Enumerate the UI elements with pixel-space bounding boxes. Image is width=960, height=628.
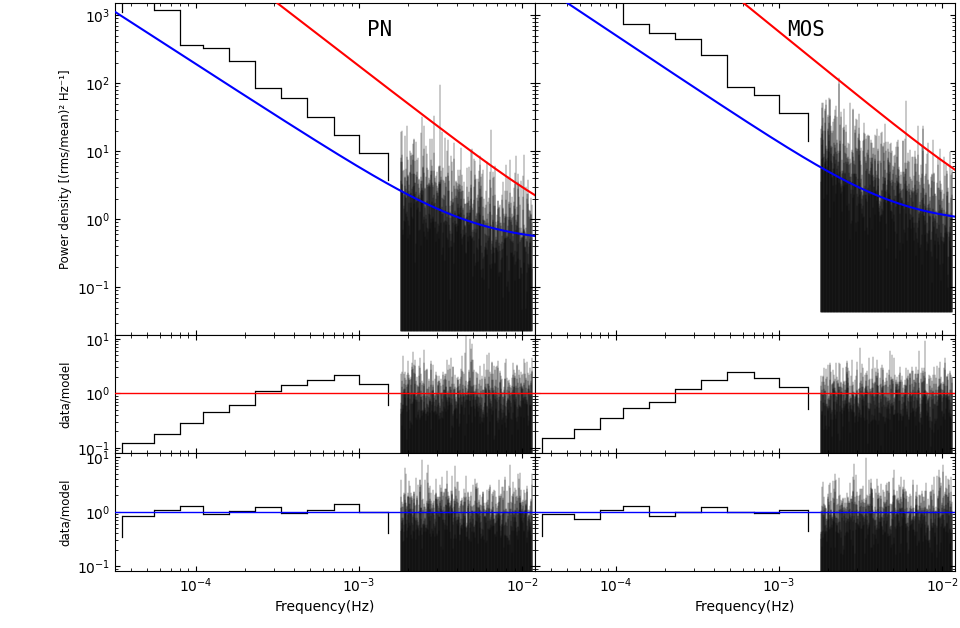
Y-axis label: Power density [(rms/mean)² Hz⁻¹]: Power density [(rms/mean)² Hz⁻¹] xyxy=(59,69,72,269)
Y-axis label: data/model: data/model xyxy=(59,479,72,546)
X-axis label: Frequency(Hz): Frequency(Hz) xyxy=(695,600,796,614)
Text: PN: PN xyxy=(368,19,393,40)
X-axis label: Frequency(Hz): Frequency(Hz) xyxy=(275,600,375,614)
Text: MOS: MOS xyxy=(787,19,825,40)
Y-axis label: data/model: data/model xyxy=(59,360,72,428)
